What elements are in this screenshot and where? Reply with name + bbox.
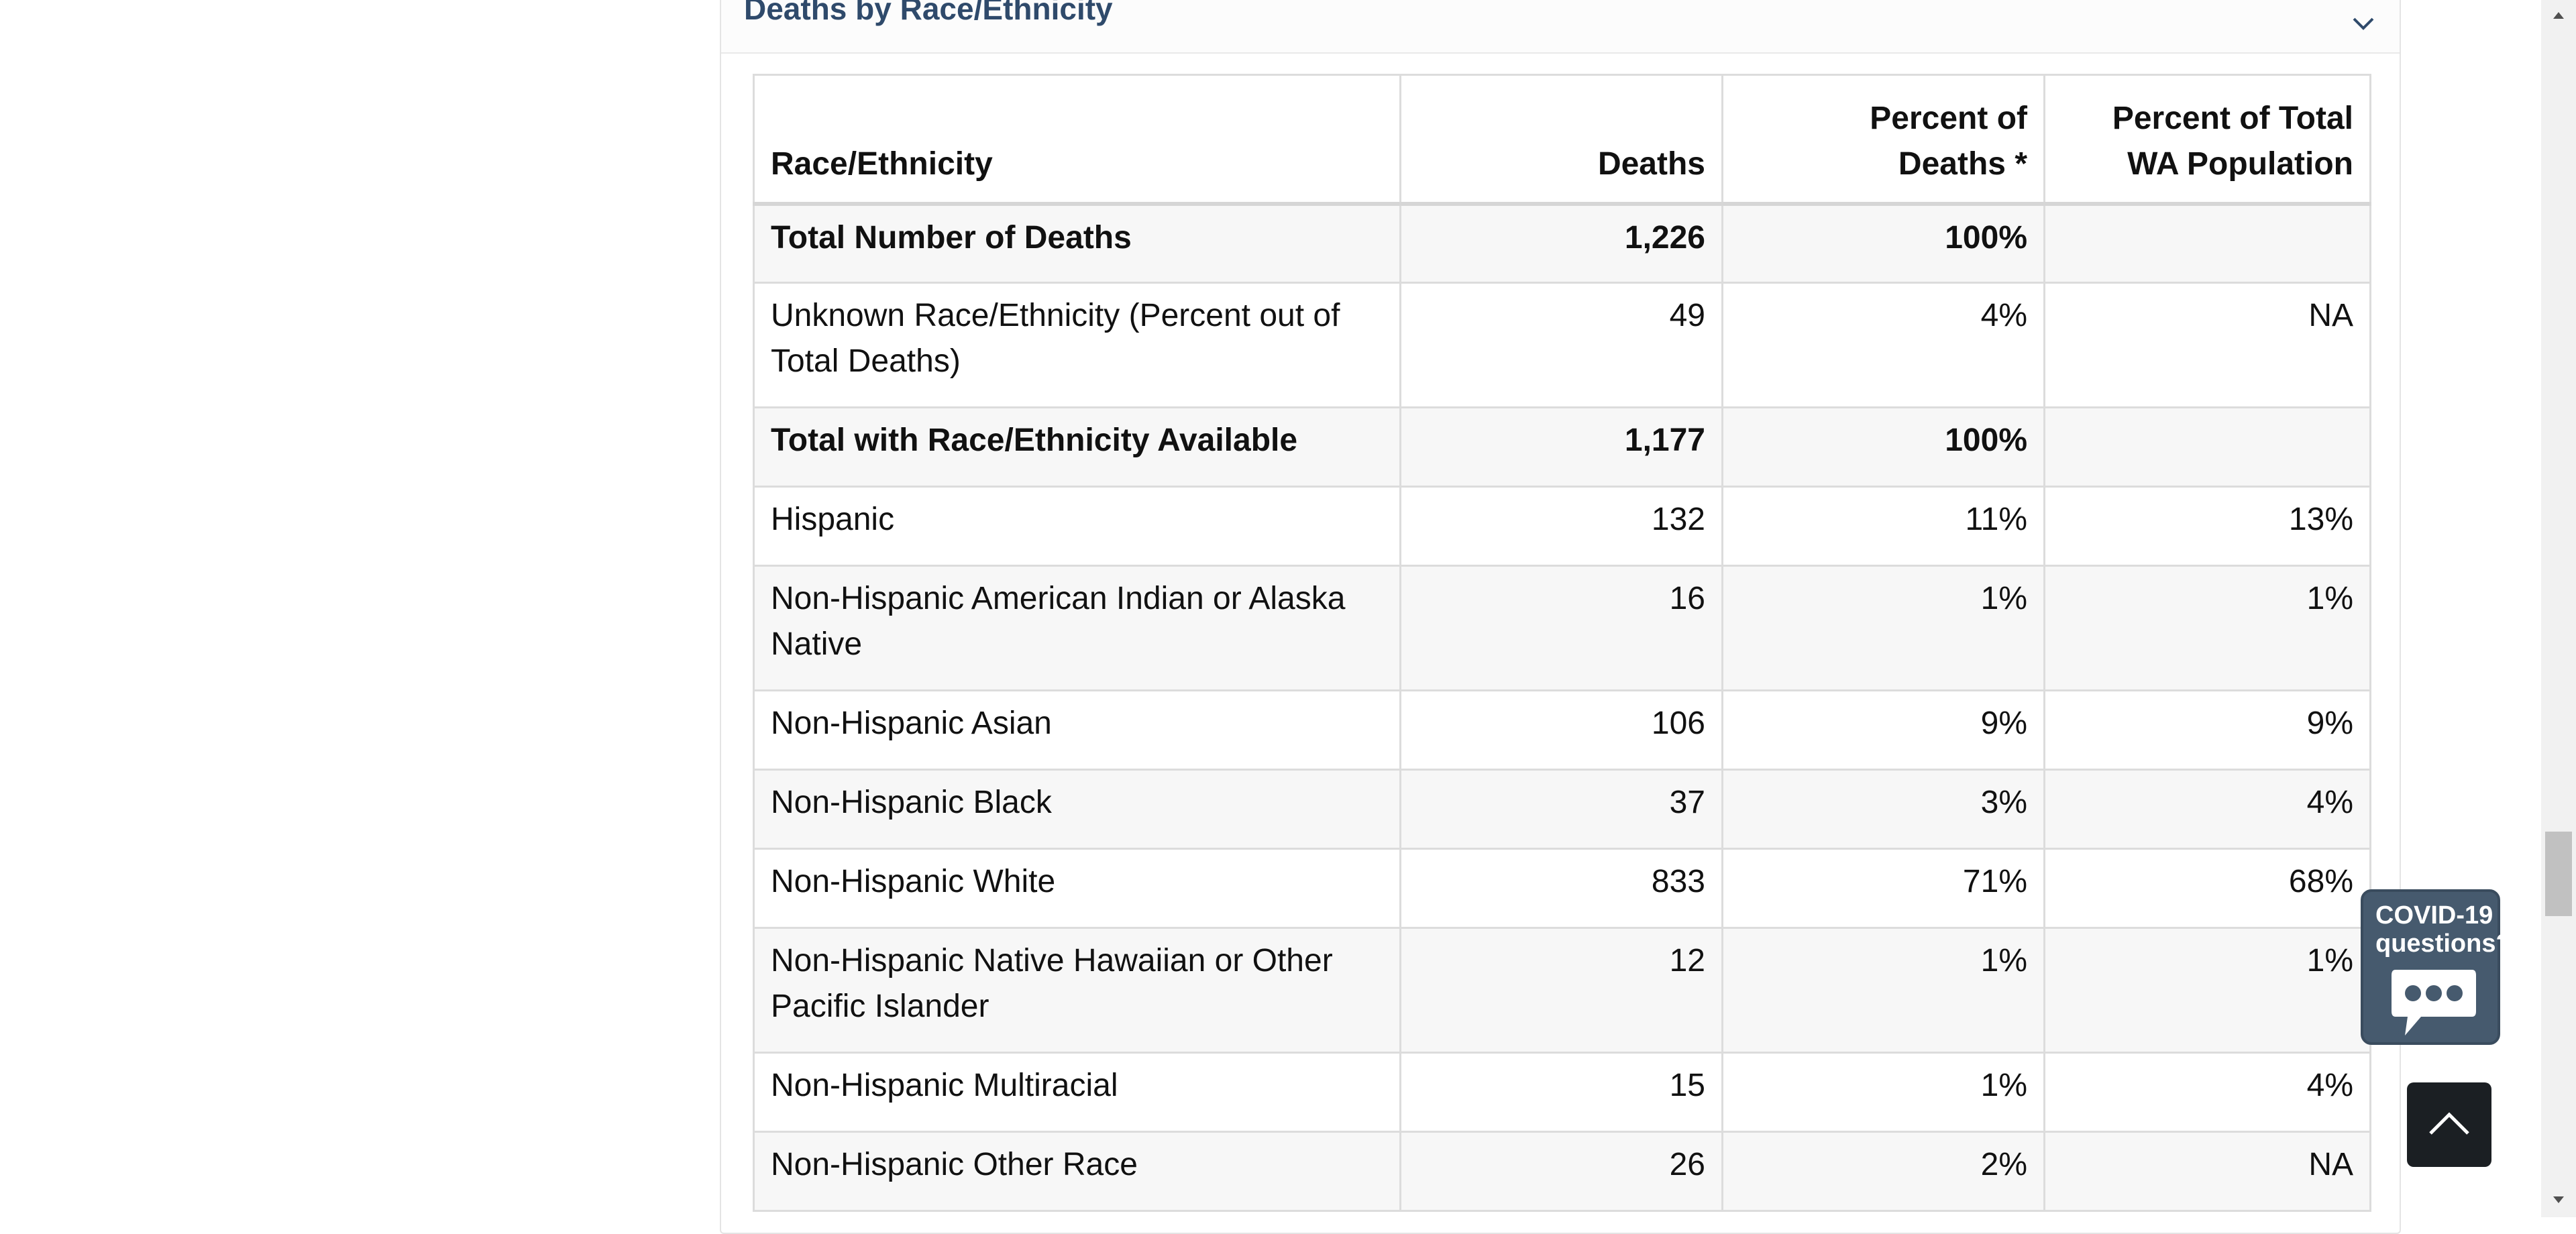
vertical-scrollbar[interactable] bbox=[2541, 0, 2576, 1217]
chevron-down-icon[interactable] bbox=[2347, 7, 2379, 39]
row-label: Non-Hispanic Other Race bbox=[753, 1131, 1401, 1212]
table-row: Total Number of Deaths 1,226 100% bbox=[753, 203, 2371, 284]
row-label: Non-Hispanic Multiracial bbox=[753, 1052, 1401, 1133]
row-percent-deaths: 4% bbox=[1721, 282, 2045, 408]
row-percent-population: 1% bbox=[2043, 565, 2371, 691]
row-percent-deaths: 71% bbox=[1721, 848, 2045, 929]
row-percent-population: NA bbox=[2043, 1131, 2371, 1212]
row-percent-deaths: 100% bbox=[1721, 406, 2045, 488]
row-deaths: 15 bbox=[1399, 1052, 1723, 1133]
row-deaths: 12 bbox=[1399, 927, 1723, 1054]
header-percent-population: Percent of Total WA Population bbox=[2043, 74, 2371, 206]
row-label: Total with Race/Ethnicity Available bbox=[753, 406, 1401, 488]
covid-questions-label: COVID-19 questions? bbox=[2375, 901, 2512, 958]
chevron-up-icon bbox=[2429, 1112, 2469, 1135]
table-row: Non-Hispanic American Indian or Alaska N… bbox=[753, 565, 2371, 691]
row-label: Total Number of Deaths bbox=[753, 203, 1401, 284]
row-deaths: 1,177 bbox=[1399, 406, 1723, 488]
header-race: Race/Ethnicity bbox=[753, 74, 1401, 206]
covid-questions-chat-button[interactable]: COVID-19 questions? bbox=[2361, 889, 2512, 1045]
row-deaths: 49 bbox=[1399, 282, 1723, 408]
row-deaths: 16 bbox=[1399, 565, 1723, 691]
row-percent-deaths: 3% bbox=[1721, 769, 2045, 850]
scroll-up-arrow-icon[interactable] bbox=[2551, 8, 2567, 24]
header-deaths: Deaths bbox=[1399, 74, 1723, 206]
row-percent-population: NA bbox=[2043, 282, 2371, 408]
row-percent-deaths: 9% bbox=[1721, 689, 2045, 771]
table-row: Non-Hispanic Black 37 3% 4% bbox=[753, 769, 2371, 850]
section-title: Deaths by Race/Ethnicity bbox=[744, 0, 1113, 26]
row-deaths: 37 bbox=[1399, 769, 1723, 850]
table-row: Non-Hispanic Asian 106 9% 9% bbox=[753, 689, 2371, 771]
header-percent-deaths: Percent of Deaths * bbox=[1721, 74, 2045, 206]
row-percent-population: 1% bbox=[2043, 927, 2371, 1054]
table-row: Hispanic 132 11% 13% bbox=[753, 486, 2371, 567]
accordion-header[interactable]: Deaths by Race/Ethnicity bbox=[721, 0, 2400, 54]
row-percent-population: 13% bbox=[2043, 486, 2371, 567]
row-deaths: 1,226 bbox=[1399, 203, 1723, 284]
row-percent-deaths: 11% bbox=[1721, 486, 2045, 567]
table-row: Non-Hispanic Multiracial 15 1% 4% bbox=[753, 1052, 2371, 1133]
row-deaths: 833 bbox=[1399, 848, 1723, 929]
row-percent-deaths: 1% bbox=[1721, 927, 2045, 1054]
row-percent-population bbox=[2043, 203, 2371, 284]
back-to-top-button[interactable] bbox=[2407, 1082, 2491, 1167]
row-label: Non-Hispanic White bbox=[753, 848, 1401, 929]
row-label: Non-Hispanic Native Hawaiian or Other Pa… bbox=[753, 927, 1401, 1054]
row-percent-population: 4% bbox=[2043, 769, 2371, 850]
row-percent-population: 9% bbox=[2043, 689, 2371, 771]
row-percent-deaths: 1% bbox=[1721, 565, 2045, 691]
row-label: Non-Hispanic Black bbox=[753, 769, 1401, 850]
table-row: Unknown Race/Ethnicity (Percent out of T… bbox=[753, 282, 2371, 408]
scroll-down-arrow-icon[interactable] bbox=[2551, 1191, 2567, 1207]
row-label: Unknown Race/Ethnicity (Percent out of T… bbox=[753, 282, 1401, 408]
row-percent-population: 4% bbox=[2043, 1052, 2371, 1133]
table-header-row: Race/Ethnicity Deaths Percent of Deaths *… bbox=[753, 74, 2371, 206]
row-percent-population bbox=[2043, 406, 2371, 488]
table-row: Non-Hispanic White 833 71% 68% bbox=[753, 848, 2371, 929]
row-deaths: 106 bbox=[1399, 689, 1723, 771]
row-percent-deaths: 1% bbox=[1721, 1052, 2045, 1133]
deaths-table: Race/Ethnicity Deaths Percent of Deaths *… bbox=[753, 74, 2371, 1212]
table-row: Total with Race/Ethnicity Available 1,17… bbox=[753, 406, 2371, 488]
row-deaths: 132 bbox=[1399, 486, 1723, 567]
row-percent-deaths: 2% bbox=[1721, 1131, 2045, 1212]
row-label: Hispanic bbox=[753, 486, 1401, 567]
row-label: Non-Hispanic Asian bbox=[753, 689, 1401, 771]
table-row: Non-Hispanic Native Hawaiian or Other Pa… bbox=[753, 927, 2371, 1054]
chat-bubble-icon bbox=[2392, 970, 2476, 1035]
row-label: Non-Hispanic American Indian or Alaska N… bbox=[753, 565, 1401, 691]
table-row: Non-Hispanic Other Race 26 2% NA bbox=[753, 1131, 2371, 1212]
scrollbar-thumb[interactable] bbox=[2545, 832, 2572, 916]
row-percent-population: 68% bbox=[2043, 848, 2371, 929]
row-deaths: 26 bbox=[1399, 1131, 1723, 1212]
row-percent-deaths: 100% bbox=[1721, 203, 2045, 284]
